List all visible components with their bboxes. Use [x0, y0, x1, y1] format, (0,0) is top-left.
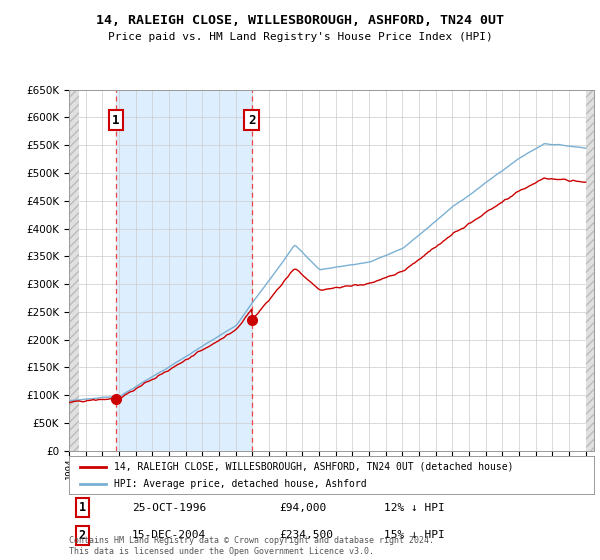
Text: 1: 1	[79, 501, 86, 514]
Text: £94,000: £94,000	[279, 502, 326, 512]
Bar	[116, 90, 251, 451]
Text: 12% ↓ HPI: 12% ↓ HPI	[384, 502, 445, 512]
Bar	[69, 90, 79, 451]
Text: HPI: Average price, detached house, Ashford: HPI: Average price, detached house, Ashf…	[113, 479, 366, 489]
Bar	[586, 90, 596, 451]
Text: 14, RALEIGH CLOSE, WILLESBOROUGH, ASHFORD, TN24 0UT (detached house): 14, RALEIGH CLOSE, WILLESBOROUGH, ASHFOR…	[113, 461, 513, 472]
Text: £234,500: £234,500	[279, 530, 333, 540]
Text: 2: 2	[79, 529, 86, 542]
Text: Contains HM Land Registry data © Crown copyright and database right 2024.
This d: Contains HM Land Registry data © Crown c…	[69, 536, 434, 556]
Text: 1: 1	[112, 114, 119, 127]
Text: Price paid vs. HM Land Registry's House Price Index (HPI): Price paid vs. HM Land Registry's House …	[107, 32, 493, 43]
Text: 25-OCT-1996: 25-OCT-1996	[132, 502, 206, 512]
Text: 14, RALEIGH CLOSE, WILLESBOROUGH, ASHFORD, TN24 0UT: 14, RALEIGH CLOSE, WILLESBOROUGH, ASHFOR…	[96, 14, 504, 27]
Text: 15-DEC-2004: 15-DEC-2004	[132, 530, 206, 540]
Text: 2: 2	[248, 114, 256, 127]
Text: 15% ↓ HPI: 15% ↓ HPI	[384, 530, 445, 540]
